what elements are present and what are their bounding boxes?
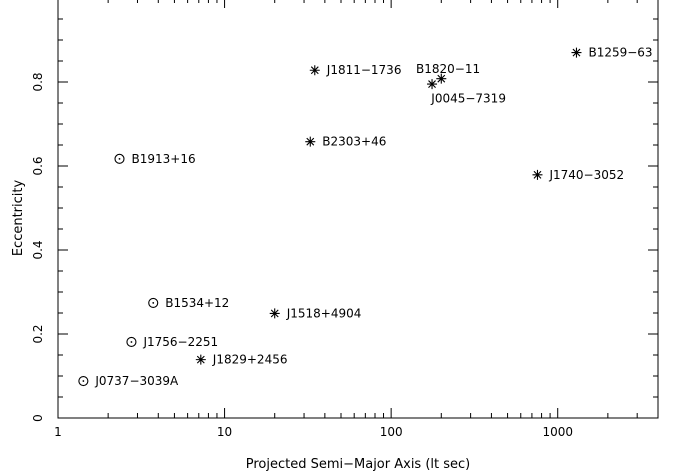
star-marker: [305, 136, 316, 147]
star-marker: [269, 308, 280, 319]
star-marker: [309, 65, 320, 76]
circle-marker-dot: [118, 157, 121, 160]
point-label: J0737−3039A: [94, 374, 179, 388]
star-marker: [571, 47, 582, 58]
star-marker: [195, 354, 206, 365]
circle-marker-dot: [130, 341, 133, 343]
point-label: J1829+2456: [212, 353, 288, 367]
point-label: J1518+4904: [286, 306, 362, 320]
point-label: J1811−1736: [326, 63, 402, 77]
point-label: B2303+46: [322, 135, 386, 149]
x-tick-label: 100: [380, 425, 403, 439]
data-point-labels: J0737−3039A J1756−2251 B1534+12 B1913+16 J18…: [94, 46, 652, 388]
y-tick-label: 0.2: [31, 324, 45, 343]
star-marker: [427, 79, 438, 90]
circle-marker: [148, 297, 159, 308]
y-tick-label: 0: [31, 414, 45, 422]
x-axis-title: Projected Semi−Major Axis (lt sec): [246, 457, 471, 472]
x-tick-label: 1000: [542, 425, 573, 439]
point-label: B1820−11: [416, 62, 480, 76]
point-label: B1913+16: [132, 152, 196, 166]
point-label: J0045−7319: [430, 92, 506, 106]
circle-marker: [78, 375, 89, 387]
y-tick-label: 0.6: [31, 156, 45, 175]
circle-marker-dot: [152, 302, 155, 304]
y-axis-title: Eccentricity: [11, 180, 26, 257]
circle-marker: [126, 336, 137, 348]
point-label: B1259−63: [588, 46, 652, 60]
point-label: B1534+12: [165, 296, 229, 310]
axis-tick-labels: 1 10 100 1000 0 0.2 0.4 0.6 0.8: [31, 72, 573, 439]
axis-ticks: [57, 0, 659, 419]
point-label: J1756−2251: [142, 335, 218, 349]
x-tick-label: 10: [217, 425, 232, 439]
point-label: J1740−3052: [548, 168, 624, 182]
data-points: [78, 47, 582, 387]
star-marker: [436, 73, 447, 84]
star-marker: [532, 169, 543, 180]
circle-marker: [114, 153, 125, 164]
y-tick-label: 0.4: [31, 240, 45, 259]
x-tick-label: 1: [54, 425, 62, 439]
y-tick-label: 0.8: [31, 72, 45, 91]
circle-marker-dot: [82, 380, 85, 382]
